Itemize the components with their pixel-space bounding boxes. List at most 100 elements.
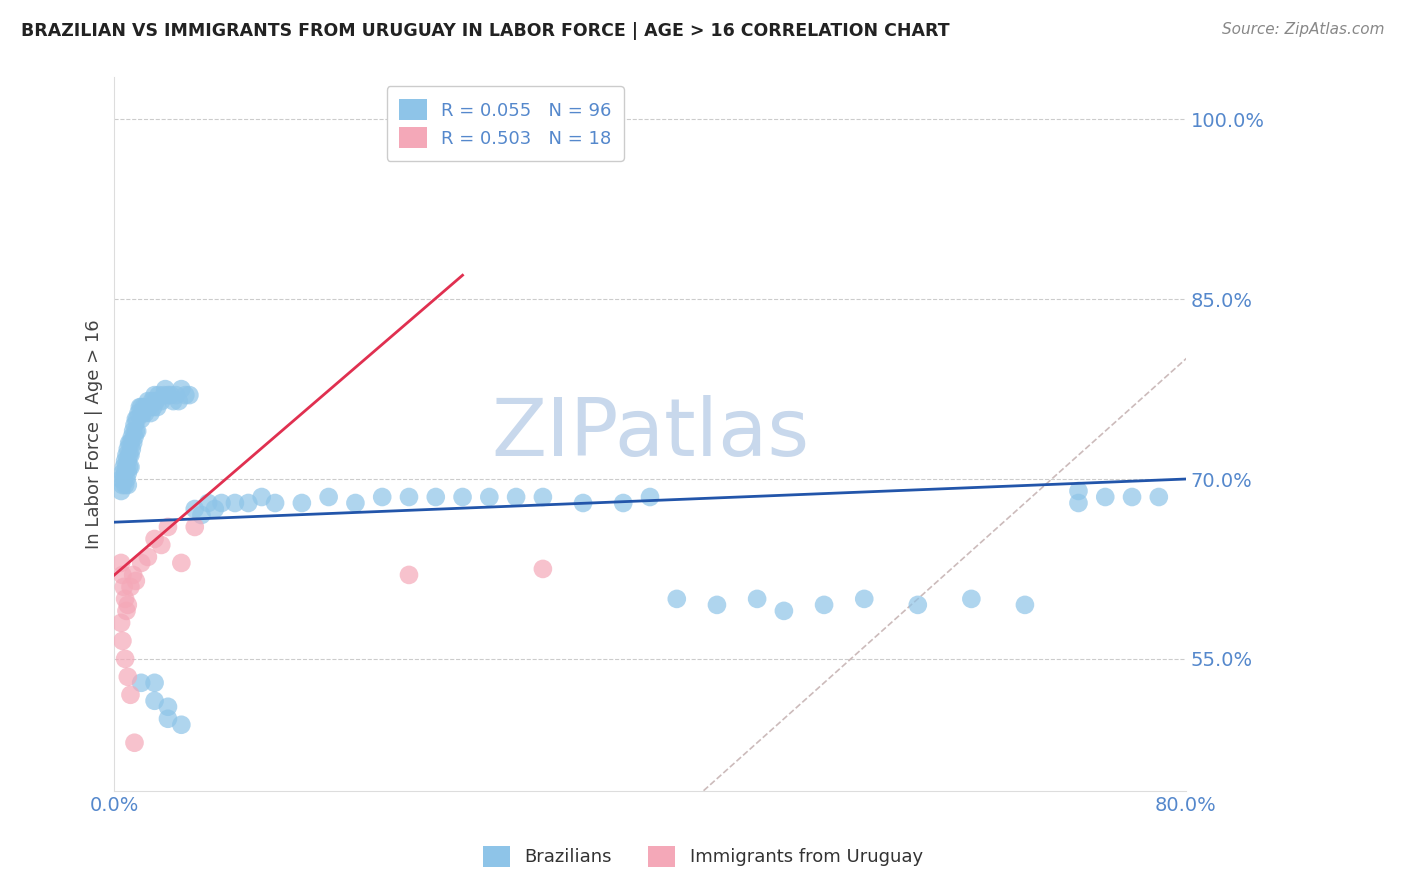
- Point: [1067, 483, 1090, 498]
- Point: [153, 388, 176, 402]
- Point: [117, 454, 139, 468]
- Point: [136, 549, 159, 564]
- Point: [197, 496, 219, 510]
- Point: [264, 496, 287, 510]
- Point: [142, 400, 165, 414]
- Point: [124, 736, 146, 750]
- Point: [371, 490, 394, 504]
- Point: [117, 442, 139, 456]
- Point: [146, 400, 169, 414]
- Point: [250, 490, 273, 504]
- Point: [120, 436, 142, 450]
- Point: [111, 633, 134, 648]
- Point: [111, 568, 134, 582]
- Point: [170, 382, 193, 396]
- Point: [117, 466, 139, 480]
- Point: [165, 388, 187, 402]
- Point: [111, 478, 134, 492]
- Point: [143, 388, 166, 402]
- Point: [531, 490, 554, 504]
- Point: [136, 394, 159, 409]
- Point: [138, 400, 160, 414]
- Point: [125, 424, 148, 438]
- Point: [907, 598, 929, 612]
- Point: [156, 699, 179, 714]
- Point: [155, 382, 177, 396]
- Point: [129, 412, 152, 426]
- Point: [162, 394, 184, 409]
- Point: [211, 496, 233, 510]
- Point: [156, 712, 179, 726]
- Point: [117, 598, 139, 612]
- Point: [112, 472, 135, 486]
- Point: [114, 478, 136, 492]
- Point: [150, 394, 173, 409]
- Point: [110, 483, 132, 498]
- Point: [745, 591, 768, 606]
- Point: [184, 520, 207, 534]
- Point: [204, 502, 226, 516]
- Point: [120, 688, 142, 702]
- Point: [111, 466, 134, 480]
- Point: [143, 532, 166, 546]
- Point: [115, 472, 138, 486]
- Point: [190, 508, 212, 522]
- Point: [1121, 490, 1143, 504]
- Point: [127, 424, 149, 438]
- Point: [425, 490, 447, 504]
- Point: [167, 394, 190, 409]
- Point: [638, 490, 661, 504]
- Point: [318, 490, 340, 504]
- Point: [110, 615, 132, 630]
- Point: [139, 406, 162, 420]
- Point: [117, 670, 139, 684]
- Point: [118, 448, 141, 462]
- Point: [132, 400, 155, 414]
- Point: [960, 591, 983, 606]
- Point: [131, 406, 153, 420]
- Point: [1067, 496, 1090, 510]
- Point: [115, 604, 138, 618]
- Point: [156, 388, 179, 402]
- Legend: R = 0.055   N = 96, R = 0.503   N = 18: R = 0.055 N = 96, R = 0.503 N = 18: [387, 87, 624, 161]
- Point: [531, 562, 554, 576]
- Point: [170, 556, 193, 570]
- Point: [115, 460, 138, 475]
- Point: [122, 424, 145, 438]
- Point: [143, 675, 166, 690]
- Point: [141, 394, 163, 409]
- Point: [118, 436, 141, 450]
- Point: [773, 604, 796, 618]
- Point: [238, 496, 260, 510]
- Point: [120, 580, 142, 594]
- Point: [114, 652, 136, 666]
- Y-axis label: In Labor Force | Age > 16: In Labor Force | Age > 16: [86, 319, 103, 549]
- Point: [114, 454, 136, 468]
- Point: [122, 568, 145, 582]
- Point: [174, 388, 197, 402]
- Point: [398, 490, 420, 504]
- Point: [114, 466, 136, 480]
- Point: [114, 591, 136, 606]
- Point: [1094, 490, 1116, 504]
- Point: [145, 394, 167, 409]
- Point: [121, 442, 143, 456]
- Point: [706, 598, 728, 612]
- Point: [120, 448, 142, 462]
- Point: [115, 448, 138, 462]
- Point: [122, 436, 145, 450]
- Point: [129, 400, 152, 414]
- Point: [478, 490, 501, 504]
- Point: [665, 591, 688, 606]
- Text: BRAZILIAN VS IMMIGRANTS FROM URUGUAY IN LABOR FORCE | AGE > 16 CORRELATION CHART: BRAZILIAN VS IMMIGRANTS FROM URUGUAY IN …: [21, 22, 949, 40]
- Point: [125, 412, 148, 426]
- Point: [129, 556, 152, 570]
- Point: [150, 538, 173, 552]
- Point: [143, 694, 166, 708]
- Text: Source: ZipAtlas.com: Source: ZipAtlas.com: [1222, 22, 1385, 37]
- Point: [853, 591, 876, 606]
- Point: [128, 400, 150, 414]
- Point: [129, 675, 152, 690]
- Point: [184, 502, 207, 516]
- Point: [118, 460, 141, 475]
